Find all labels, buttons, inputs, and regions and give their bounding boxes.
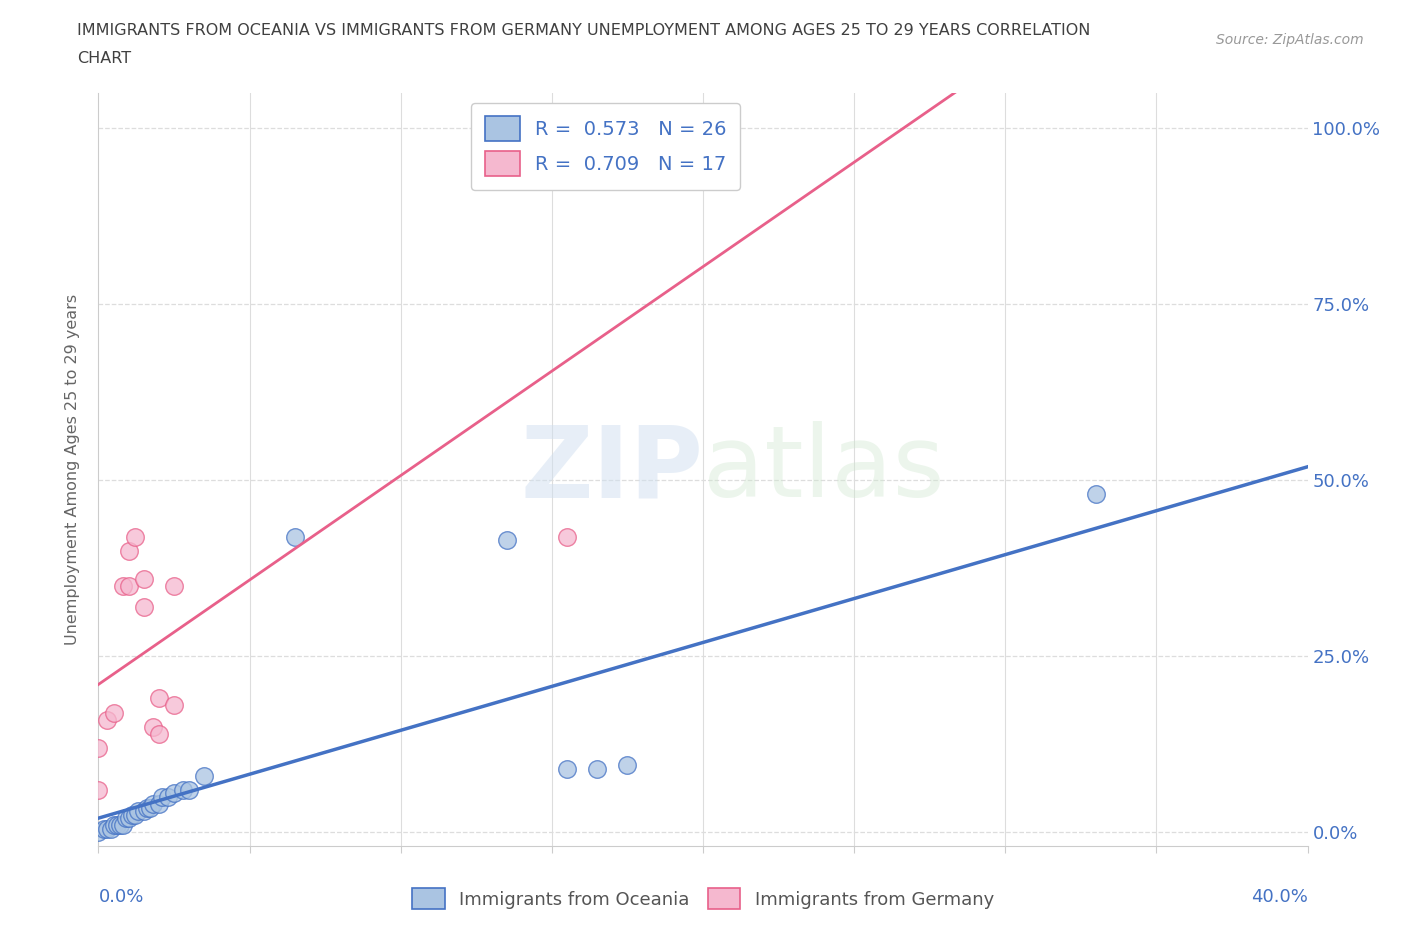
Point bbox=[93, 821, 115, 836]
Point bbox=[193, 768, 215, 783]
Point bbox=[118, 578, 141, 593]
Text: 0.0%: 0.0% bbox=[98, 888, 143, 906]
Point bbox=[148, 797, 170, 812]
Point bbox=[132, 600, 155, 615]
Point bbox=[124, 529, 146, 544]
Point bbox=[163, 578, 186, 593]
Point bbox=[118, 811, 141, 826]
Point bbox=[555, 529, 578, 544]
Point bbox=[172, 782, 194, 797]
Point bbox=[108, 817, 131, 832]
Text: IMMIGRANTS FROM OCEANIA VS IMMIGRANTS FROM GERMANY UNEMPLOYMENT AMONG AGES 25 TO: IMMIGRANTS FROM OCEANIA VS IMMIGRANTS FR… bbox=[77, 23, 1091, 38]
Point bbox=[148, 726, 170, 741]
Point bbox=[555, 762, 578, 777]
Text: Source: ZipAtlas.com: Source: ZipAtlas.com bbox=[1216, 33, 1364, 46]
Point bbox=[616, 758, 638, 773]
Point bbox=[148, 691, 170, 706]
Point bbox=[96, 712, 118, 727]
Point bbox=[111, 817, 134, 832]
Point bbox=[150, 790, 173, 804]
Point bbox=[87, 740, 110, 755]
Point bbox=[495, 533, 517, 548]
Point bbox=[163, 786, 186, 801]
Point bbox=[124, 807, 146, 822]
Point bbox=[100, 821, 122, 836]
Text: 40.0%: 40.0% bbox=[1251, 888, 1308, 906]
Point bbox=[135, 800, 157, 815]
Text: ZIP: ZIP bbox=[520, 421, 703, 518]
Point bbox=[586, 762, 609, 777]
Point bbox=[179, 782, 201, 797]
Text: atlas: atlas bbox=[703, 421, 945, 518]
Point bbox=[111, 578, 134, 593]
Legend: Immigrants from Oceania, Immigrants from Germany: Immigrants from Oceania, Immigrants from… bbox=[405, 881, 1001, 916]
Point bbox=[586, 170, 609, 185]
Point bbox=[142, 719, 165, 734]
Point bbox=[96, 821, 118, 836]
Point bbox=[127, 804, 149, 818]
Point bbox=[139, 800, 162, 815]
Point bbox=[87, 782, 110, 797]
Point bbox=[103, 817, 125, 832]
Point bbox=[118, 543, 141, 558]
Y-axis label: Unemployment Among Ages 25 to 29 years: Unemployment Among Ages 25 to 29 years bbox=[65, 294, 80, 645]
Point bbox=[87, 825, 110, 840]
Point bbox=[284, 529, 307, 544]
Point bbox=[132, 571, 155, 586]
Point bbox=[1085, 486, 1108, 501]
Point bbox=[142, 797, 165, 812]
Legend: R =  0.573   N = 26, R =  0.709   N = 17: R = 0.573 N = 26, R = 0.709 N = 17 bbox=[471, 102, 740, 190]
Point bbox=[105, 817, 128, 832]
Point bbox=[121, 807, 143, 822]
Text: CHART: CHART bbox=[77, 51, 131, 66]
Point bbox=[156, 790, 179, 804]
Point bbox=[114, 811, 136, 826]
Point bbox=[163, 698, 186, 713]
Point bbox=[132, 804, 155, 818]
Point bbox=[103, 705, 125, 720]
